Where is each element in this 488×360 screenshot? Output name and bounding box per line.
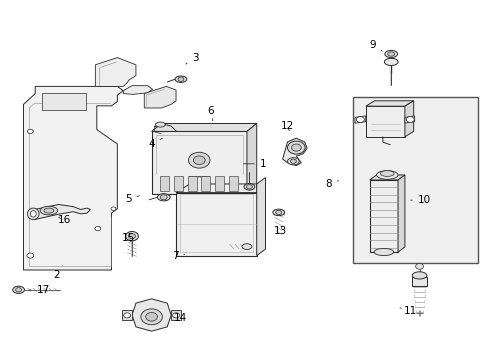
Ellipse shape — [275, 210, 281, 215]
Ellipse shape — [141, 309, 162, 325]
Ellipse shape — [175, 76, 186, 82]
Ellipse shape — [27, 208, 39, 220]
Ellipse shape — [380, 171, 393, 176]
Polygon shape — [411, 277, 426, 286]
Polygon shape — [365, 101, 413, 106]
Ellipse shape — [172, 313, 179, 318]
Ellipse shape — [155, 122, 165, 127]
Text: 10: 10 — [410, 195, 430, 205]
Ellipse shape — [376, 171, 397, 179]
Ellipse shape — [27, 253, 34, 258]
Text: 3: 3 — [185, 53, 199, 64]
Text: 17: 17 — [29, 285, 50, 295]
Ellipse shape — [290, 159, 296, 163]
Ellipse shape — [95, 226, 101, 231]
Polygon shape — [256, 177, 265, 256]
Bar — [228, 176, 237, 191]
Polygon shape — [29, 204, 90, 220]
Polygon shape — [404, 116, 414, 123]
Ellipse shape — [291, 144, 301, 151]
Bar — [201, 176, 210, 191]
Text: 13: 13 — [273, 226, 287, 236]
Bar — [215, 176, 224, 191]
Text: 8: 8 — [325, 179, 338, 189]
Polygon shape — [122, 310, 132, 320]
Text: 16: 16 — [58, 215, 71, 225]
Text: 11: 11 — [399, 306, 417, 316]
Ellipse shape — [13, 286, 24, 293]
Polygon shape — [246, 123, 256, 194]
Ellipse shape — [287, 141, 305, 154]
Ellipse shape — [387, 52, 394, 56]
Ellipse shape — [287, 158, 299, 165]
Ellipse shape — [16, 288, 21, 292]
Polygon shape — [397, 175, 404, 252]
Ellipse shape — [40, 206, 58, 215]
Ellipse shape — [406, 117, 413, 122]
Text: 4: 4 — [148, 138, 162, 149]
Polygon shape — [151, 123, 256, 131]
Ellipse shape — [157, 194, 170, 201]
Text: 12: 12 — [280, 121, 293, 131]
Polygon shape — [365, 106, 404, 137]
Ellipse shape — [356, 117, 364, 122]
Text: 1: 1 — [243, 159, 266, 169]
Bar — [160, 176, 169, 191]
Polygon shape — [171, 310, 181, 320]
Ellipse shape — [188, 152, 210, 168]
Ellipse shape — [128, 234, 135, 239]
Text: 7: 7 — [171, 251, 184, 261]
Ellipse shape — [30, 211, 36, 217]
Text: 2: 2 — [53, 265, 62, 280]
Polygon shape — [176, 177, 256, 193]
Ellipse shape — [193, 156, 204, 165]
Text: 6: 6 — [206, 106, 213, 121]
Text: 14: 14 — [170, 312, 186, 323]
Ellipse shape — [242, 244, 251, 249]
Ellipse shape — [111, 207, 116, 211]
Polygon shape — [95, 58, 136, 86]
Ellipse shape — [27, 129, 33, 134]
Ellipse shape — [244, 184, 254, 190]
Bar — [174, 176, 183, 191]
Polygon shape — [282, 138, 306, 166]
Polygon shape — [123, 86, 152, 94]
Polygon shape — [369, 175, 404, 180]
Ellipse shape — [178, 77, 183, 81]
Polygon shape — [151, 131, 246, 194]
Ellipse shape — [272, 209, 284, 216]
Bar — [352, 97, 477, 263]
Bar — [187, 176, 196, 191]
Ellipse shape — [373, 248, 393, 256]
Polygon shape — [132, 299, 171, 331]
Text: 5: 5 — [124, 194, 139, 204]
Ellipse shape — [415, 264, 423, 269]
Text: 15: 15 — [121, 233, 135, 243]
Ellipse shape — [160, 195, 167, 200]
Ellipse shape — [246, 185, 252, 189]
Ellipse shape — [384, 50, 397, 58]
Text: 9: 9 — [368, 40, 382, 51]
Ellipse shape — [384, 58, 397, 66]
Bar — [41, 93, 85, 110]
Polygon shape — [23, 86, 123, 270]
Polygon shape — [144, 86, 176, 108]
Polygon shape — [176, 193, 256, 256]
Ellipse shape — [411, 272, 426, 279]
Polygon shape — [404, 101, 413, 137]
Bar — [369, 180, 397, 252]
Ellipse shape — [125, 231, 138, 241]
Ellipse shape — [145, 312, 157, 321]
Ellipse shape — [123, 313, 130, 318]
Ellipse shape — [44, 208, 54, 213]
Polygon shape — [354, 116, 365, 123]
